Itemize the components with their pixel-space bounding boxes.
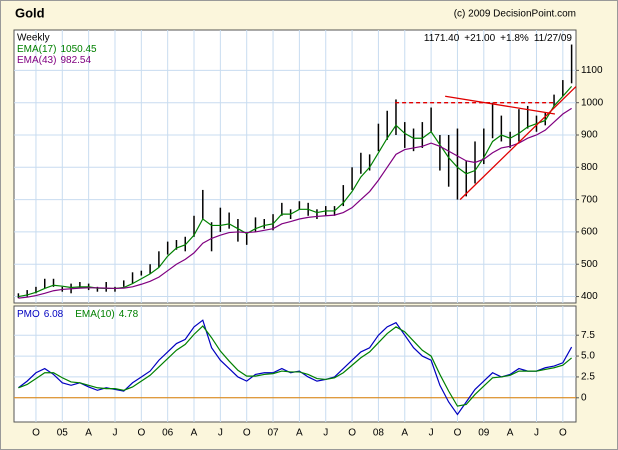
y-tick-label: 7.5 [581,330,595,341]
x-tick-label: J [429,428,434,439]
y-tick-label: 1000 [581,97,604,108]
legend-name: PMO [17,309,40,320]
x-tick-label: O [243,428,251,439]
x-tick-label: O [559,428,567,439]
x-tick-label: J [323,428,328,439]
series-line [18,107,572,299]
copyright: (c) 2009 DecisionPoint.com [454,9,576,20]
quote-percent: +1.8% [500,33,529,44]
quote-date: 11/27/09 [534,33,573,44]
trendline [459,86,577,201]
x-tick-label: 08 [373,428,385,439]
x-tick-label: O [32,428,40,439]
x-tick-label: A [296,428,303,439]
legend: PMO 6.08 EMA(10) 4.78 [17,309,139,320]
legend-entry: EMA(43) 982.54 [17,55,91,66]
y-tick-label: 1100 [581,65,603,76]
quote-change: +21.00 [464,33,495,44]
legend-name: EMA(10) [75,309,114,320]
x-tick-label: 07 [267,428,279,439]
x-tick-label: O [454,428,462,439]
subtitle: Weekly [17,33,50,44]
chart-title: Gold [15,5,45,20]
legend-name: EMA(17) [17,44,56,55]
x-tick-label: A [507,428,514,439]
x-tick-label: O [137,428,145,439]
y-tick-label: 600 [581,227,598,238]
x-tick-label: 05 [57,428,69,439]
x-tick-label: J [218,428,223,439]
plot-area [13,29,577,304]
legend-value: 6.08 [44,309,64,320]
y-tick-label: 900 [581,130,598,141]
x-tick-label: A [191,428,198,439]
legend-value: 4.78 [119,309,139,320]
x-tick-label: J [112,428,117,439]
plot-area [13,305,577,423]
y-tick-label: 400 [581,291,598,302]
x-tick-label: A [85,428,92,439]
y-tick-label: 500 [581,259,598,270]
y-tick-label: 800 [581,162,598,173]
legend-value: 1050.45 [60,44,97,55]
x-tick-label: 06 [162,428,174,439]
legend-value: 982.54 [60,55,91,66]
series-line [18,325,572,407]
x-tick-label: O [348,428,356,439]
quote-close: 1171.40 [424,33,460,44]
y-tick-label: 0 [581,392,587,403]
y-tick-label: 2.5 [581,372,595,383]
y-tick-label: 700 [581,194,598,205]
x-tick-label: J [534,428,539,439]
legend-name: EMA(43) [17,55,56,66]
trendline [445,95,556,115]
quote: 1171.40 +21.00 +1.8% 11/27/09 [424,33,573,44]
legend-entry: EMA(17) 1050.45 [17,44,97,55]
y-tick-label: 5.0 [581,351,595,362]
x-tick-label: A [401,428,408,439]
x-tick-label: 09 [478,428,490,439]
